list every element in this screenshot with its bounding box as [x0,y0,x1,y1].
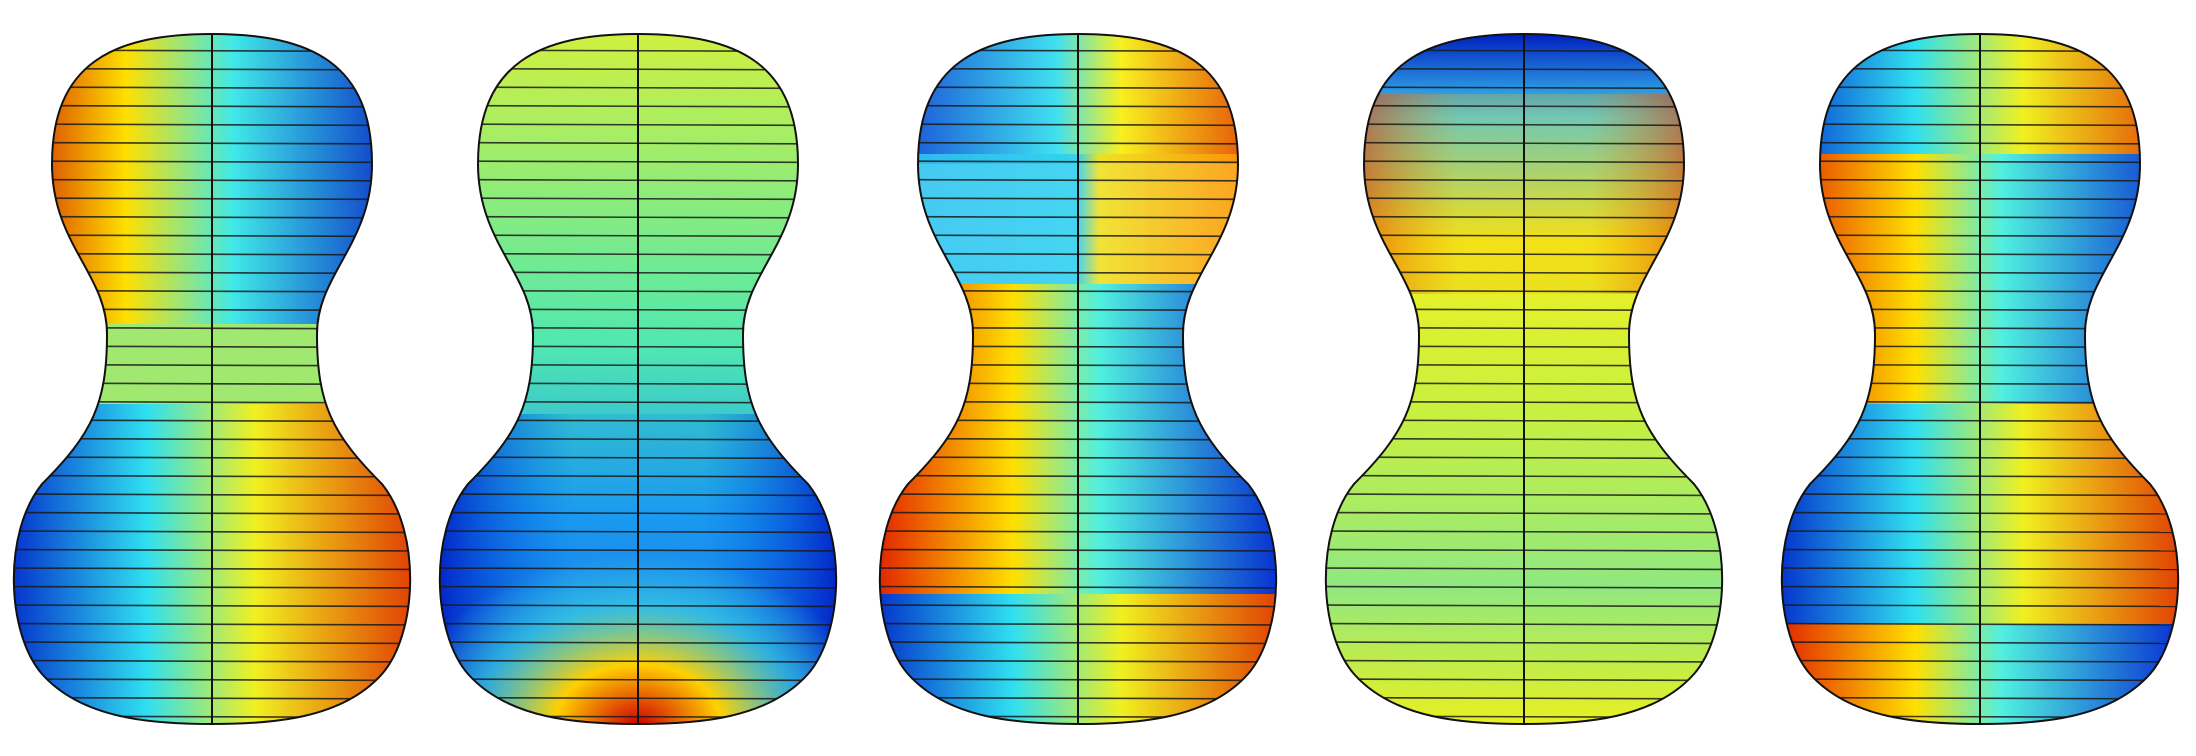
plate-field [1325,34,1723,724]
field-band [13,34,411,334]
plate [12,33,412,725]
plate [878,33,1278,725]
plate-field [879,34,1277,724]
brace [13,49,411,53]
brace [13,326,411,330]
plate [1780,33,2180,725]
brace [13,252,411,256]
brace [13,345,411,349]
field-band [13,324,411,414]
brace [13,715,411,719]
brace [13,400,411,404]
brace [13,456,411,460]
plate-field [1781,34,2179,724]
brace [13,363,411,367]
brace [13,289,411,293]
brace [13,308,411,312]
brace [13,271,411,275]
brace [13,437,411,441]
brace [13,67,411,71]
field-band [13,404,411,724]
plate [1324,33,1724,725]
brace [13,696,411,700]
plate [438,33,838,725]
brace [13,419,411,423]
brace [13,86,411,90]
brace [13,382,411,386]
brace [13,234,411,238]
plate-field [439,34,837,724]
plate-field [13,34,411,724]
